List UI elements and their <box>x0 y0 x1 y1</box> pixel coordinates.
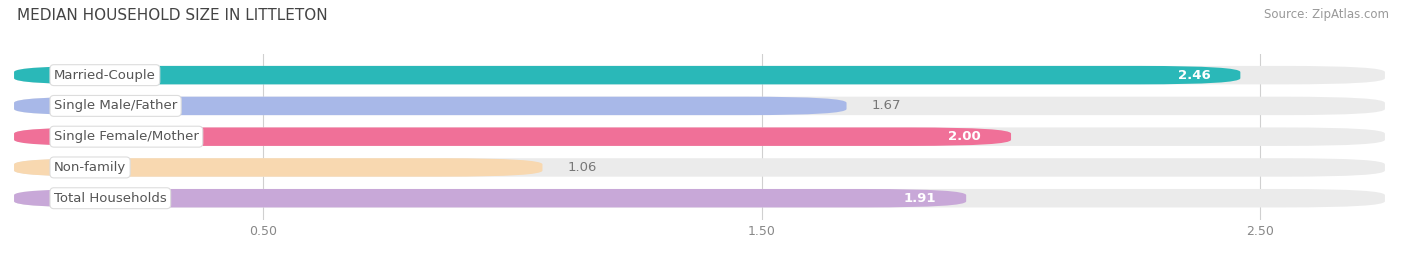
Text: Single Female/Mother: Single Female/Mother <box>53 130 198 143</box>
Text: Source: ZipAtlas.com: Source: ZipAtlas.com <box>1264 8 1389 21</box>
FancyBboxPatch shape <box>14 189 1385 207</box>
FancyBboxPatch shape <box>14 66 1240 84</box>
FancyBboxPatch shape <box>14 189 966 207</box>
FancyBboxPatch shape <box>14 66 1385 84</box>
Text: MEDIAN HOUSEHOLD SIZE IN LITTLETON: MEDIAN HOUSEHOLD SIZE IN LITTLETON <box>17 8 328 23</box>
Text: Non-family: Non-family <box>53 161 127 174</box>
FancyBboxPatch shape <box>14 97 1385 115</box>
Text: Total Households: Total Households <box>53 192 167 205</box>
Text: Single Male/Father: Single Male/Father <box>53 99 177 112</box>
FancyBboxPatch shape <box>14 97 846 115</box>
Text: 2.00: 2.00 <box>949 130 981 143</box>
Text: 1.91: 1.91 <box>904 192 936 205</box>
Text: Married-Couple: Married-Couple <box>53 69 156 82</box>
FancyBboxPatch shape <box>14 158 543 177</box>
FancyBboxPatch shape <box>14 128 1011 146</box>
Text: 1.67: 1.67 <box>872 99 901 112</box>
FancyBboxPatch shape <box>14 158 1385 177</box>
FancyBboxPatch shape <box>14 128 1385 146</box>
Text: 1.06: 1.06 <box>568 161 596 174</box>
Text: 2.46: 2.46 <box>1178 69 1211 82</box>
